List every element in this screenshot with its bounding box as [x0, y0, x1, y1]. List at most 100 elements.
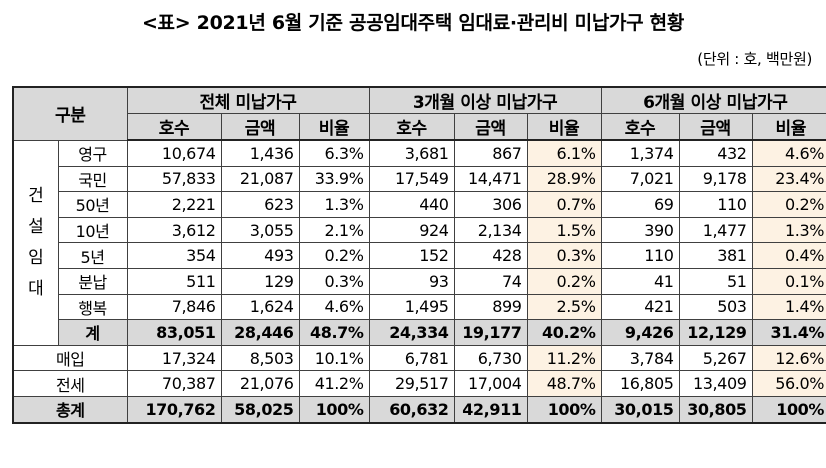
- table-cell: 21,087: [220, 165, 300, 193]
- row-label: 총계: [12, 395, 128, 424]
- table-cell: 74: [453, 267, 528, 295]
- table-cell: 100%: [751, 395, 826, 424]
- table-cell: 0.1%: [751, 267, 826, 295]
- table-cell: 69: [600, 191, 680, 218]
- unit-note: (단위 : 호, 백만원): [697, 50, 812, 68]
- subheader-cell: 금액: [453, 113, 528, 141]
- table-cell: 110: [600, 242, 680, 269]
- subheader-cell: 호수: [126, 113, 222, 141]
- table-cell: 16,805: [600, 370, 680, 397]
- table-cell: 42,911: [453, 395, 528, 424]
- arrears-table: 구분 전체 미납가구 3개월 이상 미납가구 6개월 이상 미납가구 호수 금액 비…: [12, 86, 826, 424]
- row-label: 10년: [57, 216, 128, 244]
- table-cell: 6.1%: [526, 139, 602, 167]
- table-cell: 421: [600, 293, 680, 321]
- table-row: 전세 70,387 21,076 41.2% 29,517 17,004 48.7% 16,8…: [12, 370, 826, 397]
- table-cell: 0.2%: [298, 242, 370, 269]
- table-cell: 899: [453, 293, 528, 321]
- table-cell: 60,632: [368, 395, 455, 424]
- table-cell: 0.2%: [526, 267, 602, 295]
- table-cell: 354: [126, 242, 222, 269]
- table-row: 건 설 임 대 영구 10,674 1,436 6.3% 3,681 867 6.1% 1,37…: [12, 139, 826, 346]
- table-cell: 152: [368, 242, 455, 269]
- table-cell: 0.3%: [298, 267, 370, 295]
- table-cell: 3,784: [600, 344, 680, 372]
- table-cell: 2.1%: [298, 216, 370, 244]
- row-label: 행복: [57, 293, 128, 321]
- table-cell: 51: [678, 267, 753, 295]
- table-cell: 29,517: [368, 370, 455, 397]
- table-cell: 19,177: [453, 319, 528, 346]
- table-cell: 503: [678, 293, 753, 321]
- row-label: 50년: [57, 191, 128, 218]
- subheader-cell: 금액: [220, 113, 300, 141]
- table-cell: 3,612: [126, 216, 222, 244]
- subheader-cell: 비율: [751, 113, 826, 141]
- table-cell: 12,129: [678, 319, 753, 346]
- table-cell: 3,055: [220, 216, 300, 244]
- table-cell: 93: [368, 267, 455, 295]
- table-row: 매입 17,324 8,503 10.1% 6,781 6,730 11.2% 3,784 5,…: [12, 344, 826, 372]
- table-cell: 100%: [298, 395, 370, 424]
- table-cell: 1,374: [600, 139, 680, 167]
- table-cell: 10.1%: [298, 344, 370, 372]
- row-label: 국민: [57, 165, 128, 193]
- table-cell: 4.6%: [751, 139, 826, 167]
- table-row: 분납 511 129 0.3% 93 74 0.2% 41 51 0.1%: [13, 267, 826, 295]
- row-label: 영구: [57, 139, 128, 167]
- table-cell: 2.5%: [526, 293, 602, 321]
- table-cell: 48.7%: [526, 370, 602, 397]
- table-cell: 70,387: [126, 370, 222, 397]
- table-cell: 1,477: [678, 216, 753, 244]
- table-cell: 1,624: [220, 293, 300, 321]
- table-cell: 30,805: [678, 395, 753, 424]
- table-cell: 170,762: [126, 395, 222, 424]
- table-cell: 11.2%: [526, 344, 602, 372]
- table-cell: 381: [678, 242, 753, 269]
- table-cell: 129: [220, 267, 300, 295]
- subheader-cell: 호수: [600, 113, 680, 141]
- table-cell: 6,730: [453, 344, 528, 372]
- table-cell: 2,221: [126, 191, 222, 218]
- table-cell: 867: [453, 139, 528, 167]
- table-cell: 1.5%: [526, 216, 602, 244]
- table-cell: 110: [678, 191, 753, 218]
- row-label: 계: [57, 319, 128, 346]
- table-cell: 390: [600, 216, 680, 244]
- table-cell: 5,267: [678, 344, 753, 372]
- table-cell: 306: [453, 191, 528, 218]
- subheader-cell: 비율: [526, 113, 602, 141]
- table-cell: 58,025: [220, 395, 300, 424]
- header-gubun: 구분: [12, 86, 128, 141]
- row-label: 분납: [57, 267, 128, 295]
- table-cell: 83,051: [126, 319, 222, 346]
- table-cell: 0.4%: [751, 242, 826, 269]
- table-row: 행복 7,846 1,624 4.6% 1,495 899 2.5% 421 503 1.4%: [13, 293, 826, 321]
- table-cell: 1.3%: [298, 191, 370, 218]
- table-cell: 31.4%: [751, 319, 826, 346]
- table-cell: 9,178: [678, 165, 753, 193]
- table-cell: 7,021: [600, 165, 680, 193]
- table-cell: 10,674: [126, 139, 222, 167]
- table-cell: 21,076: [220, 370, 300, 397]
- table-row: 총계 170,762 58,025 100% 60,632 42,911 100% 30,01…: [12, 395, 826, 424]
- page-title: <표> 2021년 6월 기준 공공임대주택 임대료·관리비 미납가구 현황: [141, 12, 685, 34]
- table-cell: 428: [453, 242, 528, 269]
- table-cell: 33.9%: [298, 165, 370, 193]
- table-cell: 12.6%: [751, 344, 826, 372]
- table-cell: 0.3%: [526, 242, 602, 269]
- table-cell: 4.6%: [298, 293, 370, 321]
- table-cell: 28,446: [220, 319, 300, 346]
- table-row: 5년 354 493 0.2% 152 428 0.3% 110 381 0.4%: [13, 242, 826, 269]
- table-cell: 0.7%: [526, 191, 602, 218]
- subheader-cell: 비율: [298, 113, 370, 141]
- table-cell: 23.4%: [751, 165, 826, 193]
- table-cell: 6,781: [368, 344, 455, 372]
- table-row: 10년 3,612 3,055 2.1% 924 2,134 1.5% 390 1,477 1.3…: [13, 216, 826, 244]
- table-cell: 57,833: [126, 165, 222, 193]
- table-cell: 41.2%: [298, 370, 370, 397]
- table-cell: 14,471: [453, 165, 528, 193]
- table-cell: 56.0%: [751, 370, 826, 397]
- subtotal-row: 계 83,051 28,446 48.7% 24,334 19,177 40.2% 9,426…: [13, 319, 826, 346]
- table-cell: 17,324: [126, 344, 222, 372]
